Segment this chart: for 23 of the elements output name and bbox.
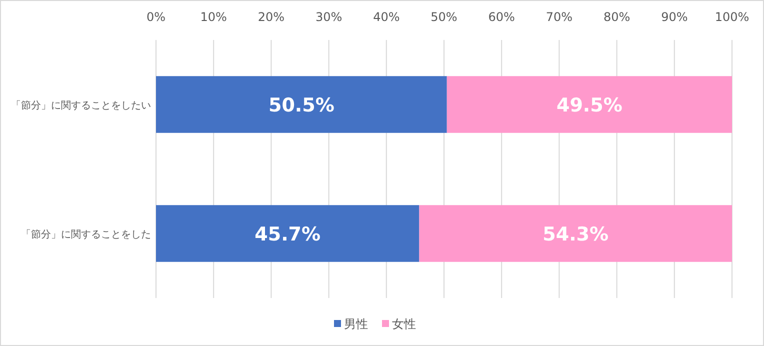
x-tick-label: 80% <box>603 10 630 24</box>
data-label: 45.7% <box>254 224 321 246</box>
x-tick-label: 50% <box>430 10 458 24</box>
x-tick-label: 0% <box>146 10 166 24</box>
legend-label: 女性 <box>392 317 416 331</box>
x-tick-label: 10% <box>200 10 227 24</box>
bar <box>419 205 732 262</box>
x-tick-label: 60% <box>488 10 515 24</box>
x-tick-label: 40% <box>373 10 400 24</box>
bar <box>156 76 447 133</box>
x-tick-label: 30% <box>315 10 342 24</box>
x-tick-label: 20% <box>258 10 285 24</box>
y-tick-label: 「節分」に関することをした <box>21 228 151 240</box>
bar <box>446 76 732 133</box>
data-label: 54.3% <box>542 224 609 246</box>
legend-label: 男性 <box>344 317 368 331</box>
x-tick-label: 100% <box>714 10 750 24</box>
y-tick-label: 「節分」に関することをしたい <box>11 100 151 112</box>
x-tick-label: 90% <box>661 10 688 24</box>
data-label: 49.5% <box>556 94 622 116</box>
data-label: 50.5% <box>268 94 334 116</box>
bar <box>156 205 420 262</box>
x-tick-label: 70% <box>546 10 573 24</box>
